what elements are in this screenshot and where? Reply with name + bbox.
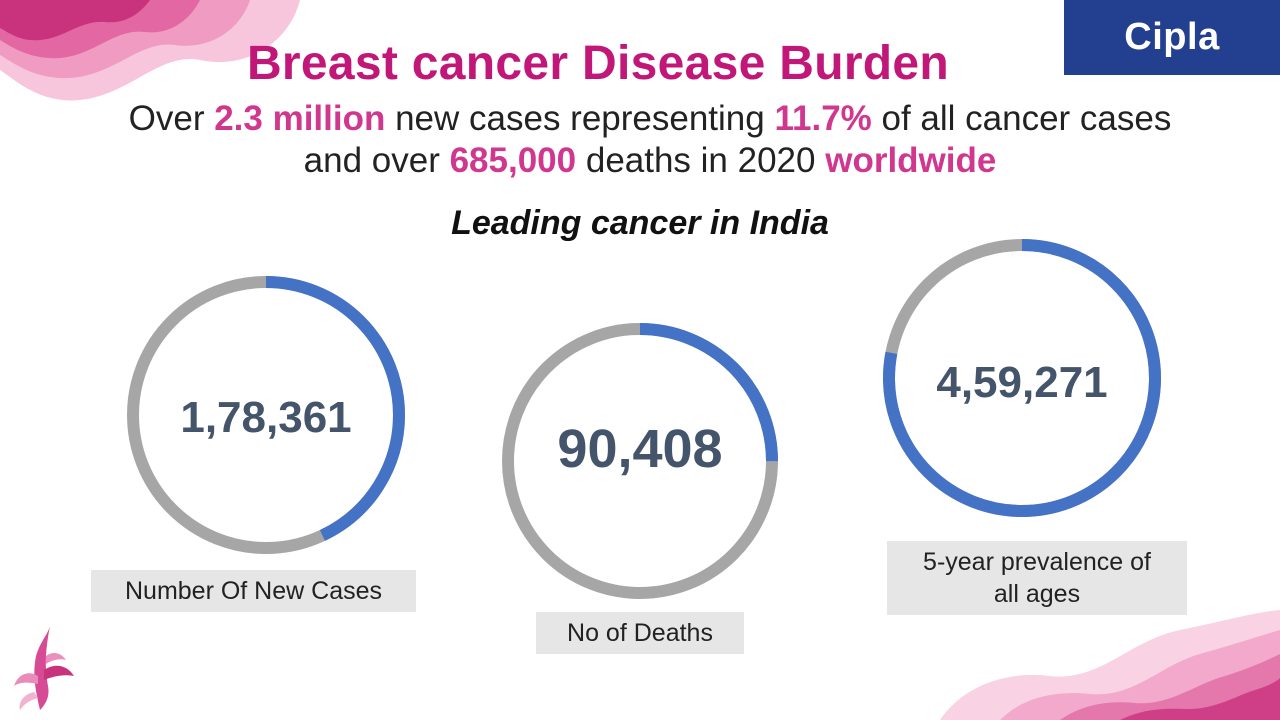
- prevalence-ring: 4,59,271: [882, 238, 1162, 518]
- summary-highlight-percentage: 11.7%: [774, 99, 872, 138]
- summary-highlight-deaths: 685,000: [449, 141, 577, 180]
- deaths-value: 90,408: [557, 419, 723, 479]
- decorative-butterfly-icon: [14, 626, 74, 710]
- summary-text: Over 2.3 million new cases representing …: [40, 98, 1260, 182]
- summary-text-segment: Over: [128, 99, 215, 138]
- prevalence-value: 4,59,271: [936, 358, 1108, 407]
- deaths-ring: 90,408: [501, 322, 779, 600]
- deaths-label: No of Deaths: [536, 612, 744, 654]
- summary-highlight-new-cases: 2.3 million: [214, 99, 386, 138]
- decorative-wave-bottom-right: [940, 610, 1280, 720]
- prevalence-label: 5-year prevalence of all ages: [887, 541, 1187, 615]
- new-cases-ring: 1,78,361: [126, 275, 406, 555]
- summary-text-segment: new cases representing: [385, 99, 775, 138]
- ring-progress-arc: [502, 323, 778, 599]
- summary-text-segment: and over: [303, 141, 450, 180]
- summary-highlight-worldwide: worldwide: [825, 141, 997, 180]
- prevalence-label-line: all ages: [993, 580, 1081, 608]
- summary-text-segment: of all cancer cases: [871, 99, 1172, 138]
- ring-progress-arc: [127, 276, 405, 554]
- prevalence-label-line: 5-year prevalence of: [923, 548, 1151, 576]
- ring-progress-arc: [883, 239, 1161, 517]
- cipla-logo: Cipla: [1064, 0, 1280, 75]
- new-cases-value: 1,78,361: [180, 393, 352, 442]
- decorative-wave-top-left: [0, 0, 300, 101]
- page-title: Breast cancer Disease Burden: [246, 37, 950, 90]
- section-title: Leading cancer in India: [451, 204, 829, 242]
- summary-text-segment: deaths in 2020: [576, 141, 826, 180]
- new-cases-label: Number Of New Cases: [91, 570, 416, 612]
